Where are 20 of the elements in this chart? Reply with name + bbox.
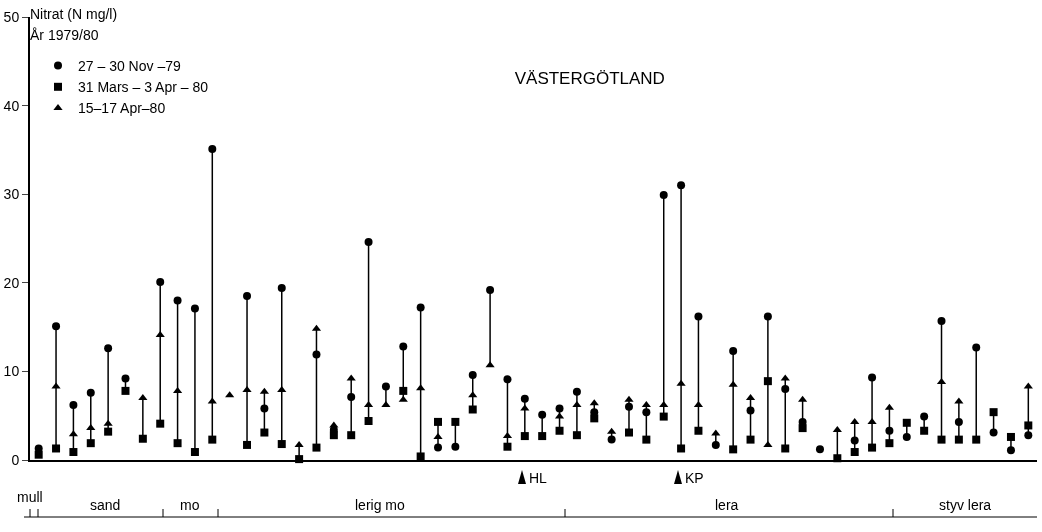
text: styv lera [939, 497, 992, 513]
legend-label: 31 Mars – 3 Apr – 80 [78, 79, 209, 96]
text: mull [17, 489, 43, 505]
text: sand [90, 497, 121, 513]
y-tick-label: 10 [3, 363, 20, 380]
text: lerig mo [355, 497, 406, 513]
y-tick-label: 30 [3, 186, 20, 203]
text: HL [529, 470, 548, 486]
y-tick-label: 40 [3, 97, 20, 114]
legend-label: 27 – 30 Nov –79 [78, 58, 181, 75]
y-tick-label: 0 [11, 451, 20, 468]
y-axis-title: Nitrat (N mg/l) [30, 6, 118, 22]
text: lera [715, 497, 739, 513]
text: KP [685, 470, 704, 486]
y-tick-label: 50 [3, 8, 20, 25]
y-tick-label: 20 [3, 274, 20, 291]
text: År 1979/80 [30, 27, 99, 43]
text: mo [180, 497, 200, 513]
text: VÄSTERGÖTLAND [514, 68, 665, 88]
legend-label: 15–17 Apr–80 [78, 100, 166, 117]
